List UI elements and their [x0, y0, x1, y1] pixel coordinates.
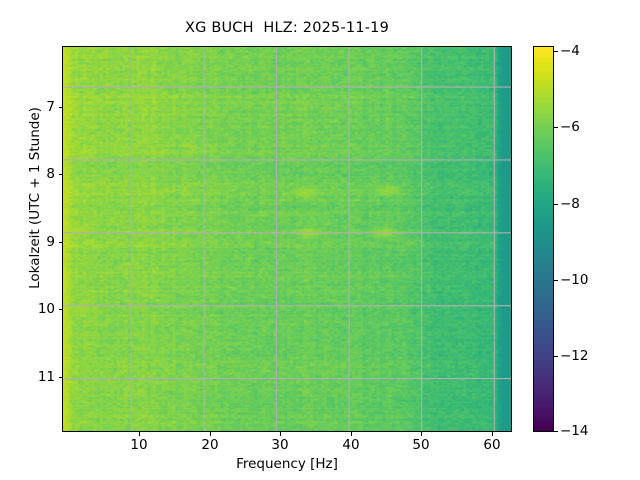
y-tick-mark — [58, 174, 62, 176]
x-tick-label: 50 — [412, 437, 430, 453]
colorbar-tick-label: −12 — [560, 348, 589, 364]
y-tick-label: 9 — [46, 234, 55, 250]
colorbar-tick-label: −6 — [560, 119, 580, 135]
colorbar — [533, 46, 554, 432]
colorbar-tick-label: −14 — [560, 423, 589, 439]
y-tick-mark — [58, 377, 62, 379]
x-tick-mark — [492, 432, 494, 436]
colorbar-tick-label: −4 — [560, 43, 580, 59]
y-axis-label: Lokalzeit (UTC + 1 Stunde) — [27, 107, 43, 289]
colorbar-tick-mark — [554, 204, 558, 206]
x-tick-mark — [421, 432, 423, 436]
x-tick-mark — [351, 432, 353, 436]
colorbar-tick-mark — [554, 431, 558, 433]
x-axis-label: Frequency [Hz] — [236, 456, 338, 472]
plot-area — [62, 46, 512, 432]
x-tick-label: 30 — [271, 437, 289, 453]
x-tick-label: 10 — [130, 437, 148, 453]
x-tick-mark — [280, 432, 282, 436]
y-tick-mark — [58, 309, 62, 311]
colorbar-tick-mark — [554, 356, 558, 358]
colorbar-gradient — [534, 47, 553, 431]
colorbar-tick-label: −10 — [560, 272, 589, 288]
x-tick-label: 40 — [342, 437, 360, 453]
y-tick-mark — [58, 107, 62, 109]
y-tick-label: 10 — [37, 301, 55, 317]
colorbar-tick-mark — [554, 51, 558, 53]
colorbar-tick-mark — [554, 280, 558, 282]
y-tick-label: 7 — [46, 99, 55, 115]
y-tick-mark — [58, 242, 62, 244]
chart-title: XG BUCH HLZ: 2025-11-19 — [184, 20, 390, 36]
spectrogram-image — [63, 47, 511, 431]
y-tick-label: 8 — [46, 166, 55, 182]
x-tick-label: 20 — [201, 437, 219, 453]
x-tick-label: 60 — [483, 437, 501, 453]
colorbar-tick-label: −8 — [560, 196, 580, 212]
colorbar-tick-mark — [554, 127, 558, 129]
x-tick-mark — [210, 432, 212, 436]
x-tick-mark — [139, 432, 141, 436]
y-tick-label: 11 — [37, 369, 55, 385]
